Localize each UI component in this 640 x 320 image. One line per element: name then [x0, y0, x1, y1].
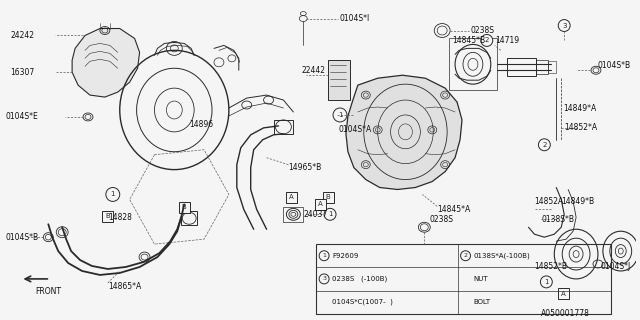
Text: 0104S*B: 0104S*B — [598, 61, 631, 70]
Text: NUT: NUT — [474, 276, 488, 282]
Bar — [548, 61, 556, 73]
Text: 0104S*J: 0104S*J — [601, 262, 631, 271]
Bar — [449, 38, 497, 90]
Circle shape — [333, 108, 347, 122]
Text: 16307: 16307 — [11, 68, 35, 77]
Circle shape — [558, 20, 570, 31]
Text: 2: 2 — [484, 37, 489, 44]
Bar — [507, 58, 536, 76]
Text: B: B — [106, 213, 110, 219]
Text: 24242: 24242 — [11, 31, 35, 40]
Bar — [102, 211, 113, 222]
Text: BOLT: BOLT — [474, 299, 491, 305]
Circle shape — [319, 274, 329, 284]
Polygon shape — [72, 28, 140, 97]
Bar — [179, 202, 189, 213]
Text: 0104S*B: 0104S*B — [6, 233, 39, 242]
Text: 0104S*A: 0104S*A — [338, 125, 371, 134]
Text: 14849*A: 14849*A — [563, 103, 596, 113]
Text: 14852*B: 14852*B — [534, 262, 568, 271]
Bar — [323, 192, 333, 203]
Text: 0104S*C(1007-  ): 0104S*C(1007- ) — [332, 299, 393, 305]
Text: 0238S: 0238S — [471, 26, 495, 35]
Bar — [536, 60, 548, 74]
Text: 1: 1 — [544, 279, 548, 285]
Text: B: B — [326, 195, 330, 200]
Text: 0104S*I: 0104S*I — [340, 14, 370, 23]
Text: A: A — [561, 291, 566, 297]
Text: B: B — [182, 204, 187, 210]
Circle shape — [540, 276, 552, 288]
Text: 2: 2 — [463, 253, 468, 258]
Text: 14865*A: 14865*A — [108, 282, 141, 291]
Bar — [286, 192, 297, 203]
Text: 14852*A: 14852*A — [564, 124, 597, 132]
Text: 0238S   (-100B): 0238S (-100B) — [332, 276, 387, 282]
Text: 14719: 14719 — [495, 36, 519, 45]
Bar — [315, 199, 326, 210]
Text: 3: 3 — [562, 22, 566, 28]
Text: F92609: F92609 — [332, 253, 358, 259]
Text: 1: 1 — [338, 112, 342, 118]
Text: 14845*B: 14845*B — [452, 36, 485, 45]
Text: 0138S*A(-100B): 0138S*A(-100B) — [474, 252, 530, 259]
Text: 1: 1 — [111, 191, 115, 197]
Text: 0238S: 0238S — [429, 215, 453, 224]
Circle shape — [461, 251, 470, 261]
Bar — [284, 207, 303, 222]
Circle shape — [319, 251, 329, 261]
Text: 0138S*B: 0138S*B — [541, 215, 574, 224]
Text: 14896: 14896 — [189, 120, 213, 129]
Text: 22442: 22442 — [301, 66, 325, 75]
Text: A050001778: A050001778 — [541, 309, 590, 318]
Text: 24037: 24037 — [303, 210, 328, 219]
Polygon shape — [346, 75, 462, 189]
Text: 3: 3 — [322, 276, 326, 281]
Text: 14849*B: 14849*B — [561, 197, 595, 206]
Text: A: A — [318, 201, 323, 207]
Bar — [181, 211, 197, 225]
Text: 2: 2 — [542, 142, 547, 148]
Text: 14828: 14828 — [108, 213, 132, 222]
Circle shape — [538, 139, 550, 151]
Circle shape — [106, 188, 120, 201]
Bar — [328, 60, 350, 100]
Text: 0104S*E: 0104S*E — [6, 112, 38, 122]
Bar — [316, 244, 611, 314]
Circle shape — [481, 35, 493, 46]
Text: A: A — [289, 195, 294, 200]
Bar — [273, 120, 293, 134]
Text: 1: 1 — [322, 253, 326, 258]
Text: 14845*A: 14845*A — [437, 205, 470, 214]
Text: 1: 1 — [328, 211, 332, 217]
Text: FRONT: FRONT — [35, 287, 61, 296]
Bar — [557, 288, 569, 299]
Circle shape — [324, 208, 336, 220]
Text: 14852A: 14852A — [534, 197, 564, 206]
Text: 14965*B: 14965*B — [289, 163, 322, 172]
